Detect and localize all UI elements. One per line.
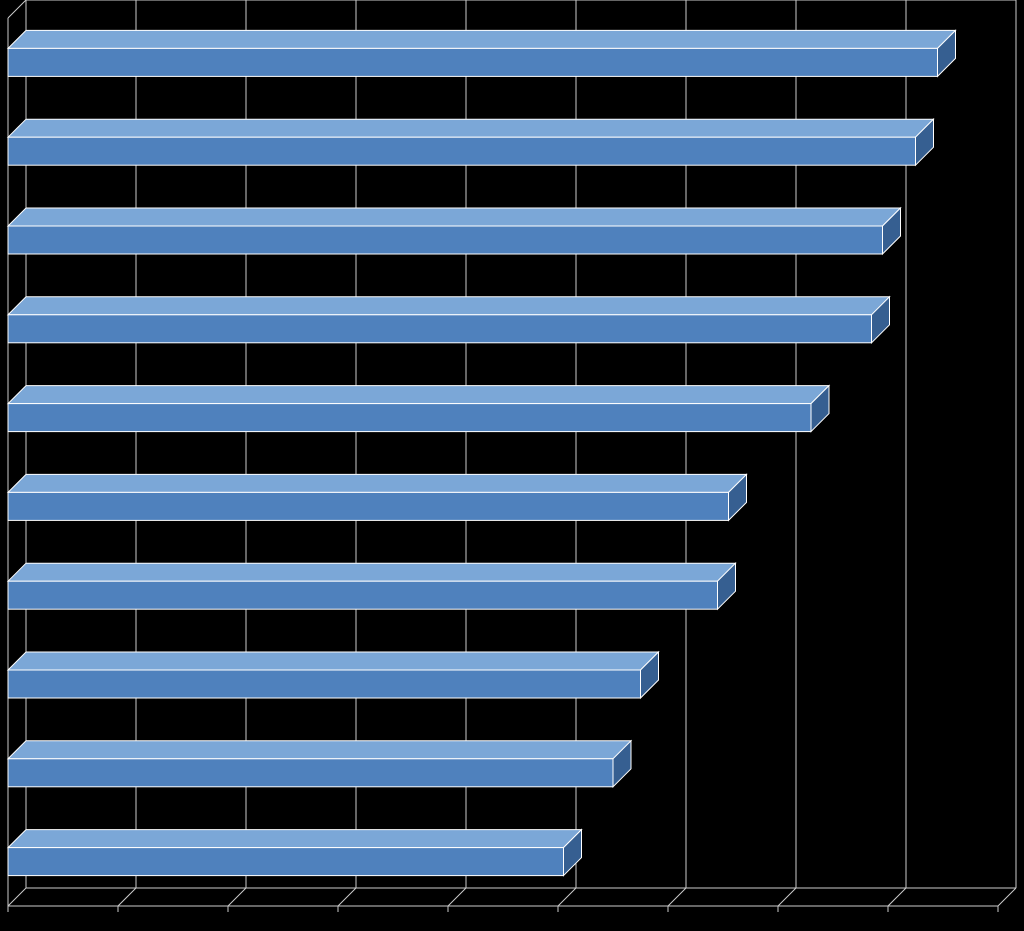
bar-chart bbox=[0, 0, 1024, 931]
bar-5 bbox=[8, 474, 747, 520]
bar-9 bbox=[8, 830, 582, 876]
chart-svg bbox=[0, 0, 1024, 931]
chart-floor bbox=[8, 888, 1016, 906]
bar-6 bbox=[8, 563, 736, 609]
bar-8 bbox=[8, 741, 631, 787]
bar-3 bbox=[8, 297, 890, 343]
bar-7 bbox=[8, 652, 659, 698]
bar-4 bbox=[8, 386, 829, 432]
bar-0 bbox=[8, 30, 956, 76]
bar-2 bbox=[8, 208, 901, 254]
bar-1 bbox=[8, 119, 934, 165]
